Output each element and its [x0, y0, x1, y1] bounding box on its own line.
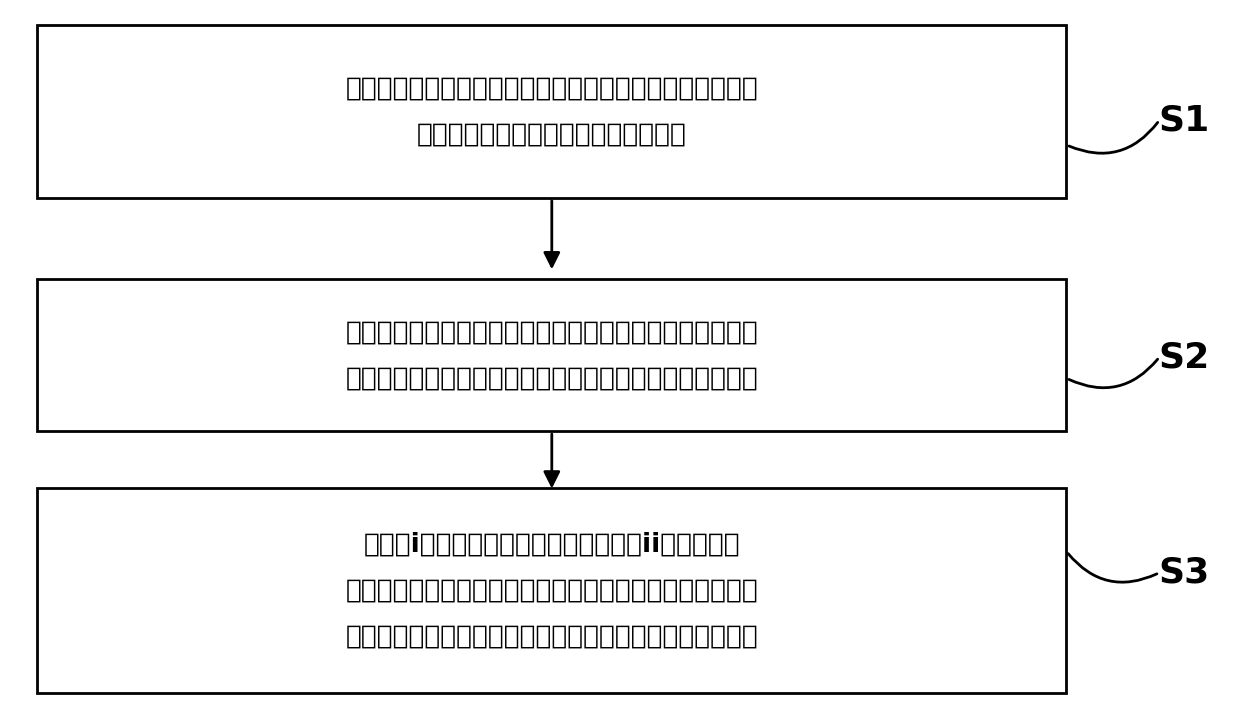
- Text: 在每一电池组的充放电过程中，实时获取该电池组中每个电: 在每一电池组的充放电过程中，实时获取该电池组中每个电: [346, 76, 758, 101]
- Text: 获得该电池组与所述储能系统中其他电池组的一致性结果。: 获得该电池组与所述储能系统中其他电池组的一致性结果。: [346, 624, 758, 649]
- FancyBboxPatch shape: [37, 488, 1066, 693]
- Text: S2: S2: [1158, 340, 1210, 374]
- Text: 值进行比较，对大于所述第一阈值的电压偏差值进行统计；: 值进行比较，对大于所述第一阈值的电压偏差值进行统计；: [346, 366, 758, 391]
- Text: 将所得每个电池单体在各个运行时刻的电压偏差值与第一阈: 将所得每个电池单体在各个运行时刻的电压偏差值与第一阈: [346, 320, 758, 345]
- FancyBboxPatch shape: [37, 25, 1066, 198]
- Text: 池单体在各个运行时刻的电压偏差值；: 池单体在各个运行时刻的电压偏差值；: [417, 122, 687, 147]
- Text: 偏差值统计结果和该电池组的经过导平调试之后的放电容量: 偏差值统计结果和该电池组的经过导平调试之后的放电容量: [346, 578, 758, 603]
- Text: S3: S3: [1158, 556, 1210, 590]
- FancyBboxPatch shape: [37, 279, 1066, 431]
- Text: 根据（i）所得电压偏差值统计结果或（ii）所得电压: 根据（i）所得电压偏差值统计结果或（ii）所得电压: [363, 532, 740, 557]
- Text: S1: S1: [1158, 103, 1210, 137]
